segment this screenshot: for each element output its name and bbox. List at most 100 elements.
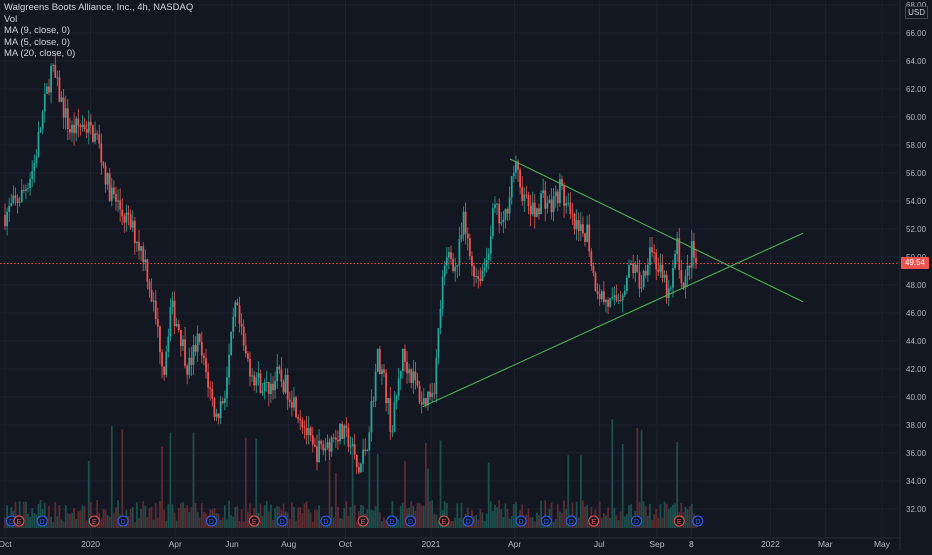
candle-body (527, 195, 530, 207)
candle-body (429, 391, 431, 397)
symbol-title[interactable]: Walgreens Boots Alliance, Inc., 4h, NASD… (4, 2, 194, 13)
x-tick-label: 2020 (81, 539, 100, 549)
marker-label: D (389, 519, 394, 526)
candle-body (615, 295, 618, 301)
candle-body (314, 444, 316, 447)
candle-body (54, 64, 57, 78)
indicator-vol[interactable]: Vol (4, 13, 18, 25)
candle-body (625, 277, 628, 291)
candle-body (303, 427, 306, 429)
volume-bar (309, 512, 312, 528)
dividend-marker[interactable] (117, 515, 129, 527)
volume-bar (75, 519, 78, 528)
volume-bar (165, 520, 168, 528)
candle-body (186, 365, 189, 375)
candle-body (538, 208, 540, 215)
dividend-marker[interactable] (276, 515, 288, 527)
volume-bar (35, 514, 38, 528)
earnings-marker[interactable] (88, 515, 100, 527)
trendline-support[interactable] (422, 232, 804, 408)
volume-bar (556, 503, 559, 528)
dividend-marker[interactable] (630, 515, 642, 527)
dividend-marker[interactable] (404, 515, 416, 527)
currency-badge[interactable]: USD (905, 6, 928, 19)
indicator-ma-20[interactable]: MA (20, close, 0) (4, 48, 76, 59)
dividend-marker[interactable] (205, 515, 217, 527)
candle-body (475, 276, 478, 277)
volume-bar (104, 509, 107, 528)
earnings-marker[interactable] (438, 515, 450, 527)
volume-bar (288, 519, 291, 528)
earnings-marker[interactable] (588, 515, 600, 527)
dividend-marker[interactable] (386, 515, 398, 527)
volume-bar (462, 521, 465, 528)
volume-bar (535, 512, 538, 528)
candle-body (278, 366, 281, 370)
volume-bar (259, 503, 262, 528)
candle-body (171, 300, 174, 307)
candle-body (316, 446, 318, 463)
volume-bar (491, 511, 494, 528)
volume-bar (307, 509, 310, 528)
candle-body (502, 219, 505, 222)
volume-bar (286, 512, 289, 528)
earnings-marker[interactable] (673, 515, 685, 527)
volume-bar (554, 519, 557, 528)
indicator-ma-9[interactable]: MA (9, close, 0) (4, 25, 70, 36)
volume-bar (544, 500, 547, 528)
volume-bar (376, 454, 379, 528)
candle-body (156, 319, 159, 327)
y-tick-label: 44.00 (906, 337, 927, 346)
last-price-tag: 49.54 (901, 257, 929, 270)
y-tick-label: 58.00 (906, 141, 927, 150)
dividend-marker[interactable] (36, 515, 48, 527)
dividend-marker[interactable] (692, 515, 704, 527)
volume-bar (228, 500, 230, 528)
earnings-marker[interactable] (357, 515, 369, 527)
volume-bar (154, 502, 157, 528)
volume-bar (238, 520, 241, 528)
volume-bar (582, 500, 584, 528)
candle-body (510, 176, 513, 198)
volume-bar (500, 509, 503, 528)
x-tick-label: Aug (281, 539, 296, 549)
candle-body (404, 349, 406, 362)
dividend-marker[interactable] (515, 515, 527, 527)
dividend-marker[interactable] (565, 515, 577, 527)
candle-body (418, 385, 421, 403)
candle-body (535, 208, 538, 217)
candle-body (454, 266, 457, 272)
volume-bar (657, 517, 660, 528)
earnings-marker[interactable] (248, 515, 260, 527)
x-tick-label: Oct (0, 539, 12, 549)
candle-body (669, 287, 672, 289)
indicator-ma-5[interactable]: MA (5, close, 0) (4, 36, 70, 48)
trendline-resistance[interactable] (509, 158, 804, 303)
candle-body (29, 179, 32, 189)
dividend-marker[interactable] (462, 515, 474, 527)
dividend-marker[interactable] (320, 515, 332, 527)
volume-bar (550, 502, 553, 528)
volume-bar (515, 501, 517, 528)
volume-bar (567, 455, 570, 528)
x-tick-label: Jul (594, 539, 605, 549)
marker-label: E (92, 519, 97, 526)
candle-body (646, 264, 649, 276)
candle-body (194, 345, 197, 352)
volume-bar (152, 519, 155, 528)
candle-body (452, 258, 455, 272)
volume-bar (456, 503, 459, 528)
volume-bar (605, 515, 607, 528)
earnings-marker[interactable] (13, 515, 25, 527)
candle-body (138, 241, 140, 251)
candle-body (640, 287, 643, 289)
candle-body (399, 371, 402, 379)
candle-body (179, 329, 182, 346)
dividend-marker[interactable] (540, 515, 552, 527)
volume-bar (343, 508, 346, 528)
candle-body (152, 300, 155, 302)
candle-body (133, 220, 136, 244)
volume-bar (219, 519, 222, 528)
